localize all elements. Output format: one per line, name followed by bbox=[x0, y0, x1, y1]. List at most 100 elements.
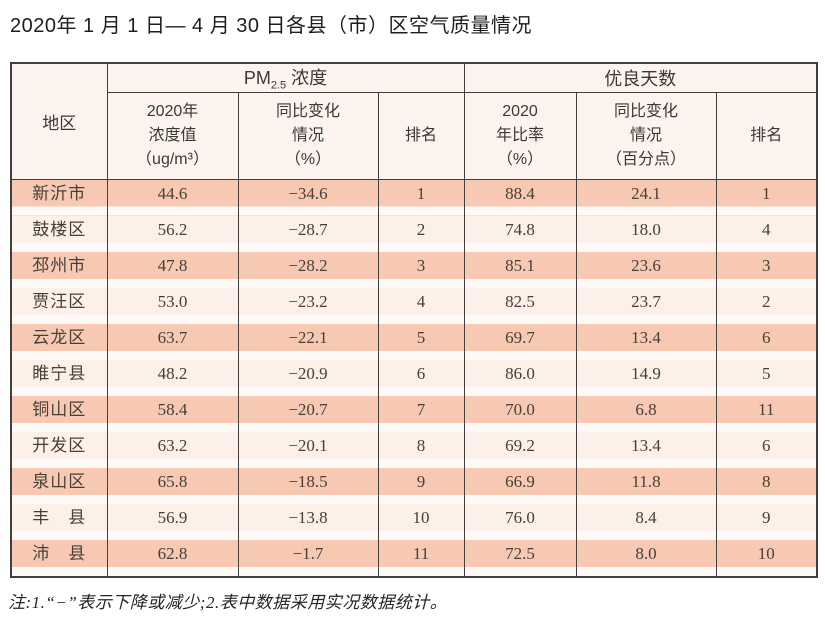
good-rank-cell: 6 bbox=[715, 323, 818, 360]
pm25-label-suffix: 浓度 bbox=[286, 68, 328, 88]
good-rank-cell: 8 bbox=[715, 467, 818, 504]
air-quality-table: 地区 PM2.5 浓度 优良天数 2020年 浓度值 （ug/m³） 同比变化 … bbox=[10, 62, 819, 578]
pm-change-cell: −22.1 bbox=[237, 323, 378, 360]
pm-rank-cell: 4 bbox=[377, 287, 465, 324]
region-cell: 新沂市 bbox=[11, 179, 107, 216]
col-header-good-rate: 2020 年比率 （%） bbox=[463, 92, 577, 180]
region-cell: 开发区 bbox=[11, 431, 107, 468]
col-header-good-rank: 排名 bbox=[715, 92, 818, 180]
good-rate-cell: 72.5 bbox=[463, 539, 577, 577]
pm-rank-cell: 10 bbox=[377, 503, 465, 540]
good-rank-cell: 11 bbox=[715, 395, 818, 432]
col-group-pm25: PM2.5 浓度 bbox=[106, 63, 465, 93]
good-rate-cell: 66.9 bbox=[463, 467, 577, 504]
col-header-good-change: 同比变化 情况 （百分点） bbox=[575, 92, 717, 180]
pm-change-cell: −13.8 bbox=[237, 503, 378, 540]
pm25-label-subscript: 2.5 bbox=[270, 79, 287, 92]
col-header-region: 地区 bbox=[11, 63, 107, 180]
pm-value-cell: 56.9 bbox=[106, 503, 238, 540]
pm-change-cell: −1.7 bbox=[237, 539, 378, 577]
pm-value-cell: 63.2 bbox=[106, 431, 238, 468]
region-cell: 泉山区 bbox=[11, 467, 107, 504]
good-rate-cell: 86.0 bbox=[463, 359, 577, 396]
region-cell: 鼓楼区 bbox=[11, 215, 107, 252]
region-cell: 铜山区 bbox=[11, 395, 107, 432]
region-cell: 丰 县 bbox=[11, 503, 107, 540]
pm-change-cell: −20.7 bbox=[237, 395, 378, 432]
table-header: 地区 PM2.5 浓度 优良天数 2020年 浓度值 （ug/m³） 同比变化 … bbox=[11, 63, 818, 180]
good-rate-cell: 74.8 bbox=[463, 215, 577, 252]
table-row: 新沂市 44.6 −34.6 1 88.4 24.1 1 bbox=[11, 179, 818, 216]
good-rank-cell: 2 bbox=[715, 287, 818, 324]
pm-rank-cell: 5 bbox=[377, 323, 465, 360]
good-rate-cell: 70.0 bbox=[463, 395, 577, 432]
pm-rank-cell: 11 bbox=[377, 539, 465, 577]
good-rate-cell: 76.0 bbox=[463, 503, 577, 540]
good-change-cell: 11.8 bbox=[575, 467, 717, 504]
good-change-cell: 24.1 bbox=[575, 179, 717, 216]
pm-value-cell: 53.0 bbox=[106, 287, 238, 324]
good-change-cell: 23.7 bbox=[575, 287, 717, 324]
col-header-pm-change: 同比变化 情况 （%） bbox=[237, 92, 378, 180]
good-change-cell: 23.6 bbox=[575, 251, 717, 288]
pm-rank-cell: 6 bbox=[377, 359, 465, 396]
region-cell: 云龙区 bbox=[11, 323, 107, 360]
pm-value-cell: 62.8 bbox=[106, 539, 238, 577]
pm-change-cell: −28.2 bbox=[237, 251, 378, 288]
good-rank-cell: 6 bbox=[715, 431, 818, 468]
pm-value-cell: 47.8 bbox=[106, 251, 238, 288]
region-cell: 贾汪区 bbox=[11, 287, 107, 324]
table-row: 沛 县 62.8 −1.7 11 72.5 8.0 10 bbox=[11, 539, 818, 577]
good-change-cell: 14.9 bbox=[575, 359, 717, 396]
col-header-pm-value: 2020年 浓度值 （ug/m³） bbox=[106, 92, 238, 180]
good-rank-cell: 9 bbox=[715, 503, 818, 540]
good-change-cell: 18.0 bbox=[575, 215, 717, 252]
pm-change-cell: −20.9 bbox=[237, 359, 378, 396]
good-change-cell: 8.0 bbox=[575, 539, 717, 577]
table-row: 睢宁县 48.2 −20.9 6 86.0 14.9 5 bbox=[11, 359, 818, 396]
table-body: 新沂市 44.6 −34.6 1 88.4 24.1 1 鼓楼区 56.2 −2… bbox=[11, 179, 818, 577]
table-row: 铜山区 58.4 −20.7 7 70.0 6.8 11 bbox=[11, 395, 818, 432]
pm-change-cell: −34.6 bbox=[237, 179, 378, 216]
table-row: 贾汪区 53.0 −23.2 4 82.5 23.7 2 bbox=[11, 287, 818, 324]
page-title: 2020年 1 月 1 日— 4 月 30 日各县（市）区空气质量情况 bbox=[10, 15, 533, 37]
pm-rank-cell: 7 bbox=[377, 395, 465, 432]
table-row: 丰 县 56.9 −13.8 10 76.0 8.4 9 bbox=[11, 503, 818, 540]
pm-change-cell: −20.1 bbox=[237, 431, 378, 468]
pm-rank-cell: 3 bbox=[377, 251, 465, 288]
good-rate-cell: 69.7 bbox=[463, 323, 577, 360]
pm-change-cell: −28.7 bbox=[237, 215, 378, 252]
region-cell: 邳州市 bbox=[11, 251, 107, 288]
pm-value-cell: 56.2 bbox=[106, 215, 238, 252]
table-row: 泉山区 65.8 −18.5 9 66.9 11.8 8 bbox=[11, 467, 818, 504]
table-row: 鼓楼区 56.2 −28.7 2 74.8 18.0 4 bbox=[11, 215, 818, 252]
group-header-row: 地区 PM2.5 浓度 优良天数 bbox=[11, 63, 818, 180]
pm-rank-cell: 2 bbox=[377, 215, 465, 252]
good-rank-cell: 3 bbox=[715, 251, 818, 288]
good-rate-cell: 85.1 bbox=[463, 251, 577, 288]
pm-rank-cell: 8 bbox=[377, 431, 465, 468]
good-rank-cell: 10 bbox=[715, 539, 818, 577]
pm-change-cell: −18.5 bbox=[237, 467, 378, 504]
col-header-pm-rank: 排名 bbox=[377, 92, 465, 180]
good-change-cell: 6.8 bbox=[575, 395, 717, 432]
pm-value-cell: 65.8 bbox=[106, 467, 238, 504]
good-change-cell: 8.4 bbox=[575, 503, 717, 540]
pm-rank-cell: 1 bbox=[377, 179, 465, 216]
good-change-cell: 13.4 bbox=[575, 431, 717, 468]
region-cell: 沛 县 bbox=[11, 539, 107, 577]
pm-value-cell: 58.4 bbox=[106, 395, 238, 432]
region-cell: 睢宁县 bbox=[11, 359, 107, 396]
good-rank-cell: 4 bbox=[715, 215, 818, 252]
table-row: 开发区 63.2 −20.1 8 69.2 13.4 6 bbox=[11, 431, 818, 468]
pm-value-cell: 44.6 bbox=[106, 179, 238, 216]
pm-change-cell: −23.2 bbox=[237, 287, 378, 324]
good-change-cell: 13.4 bbox=[575, 323, 717, 360]
footnote: 注:1.“−”表示下降或减少;2.表中数据采用实况数据统计。 bbox=[8, 593, 448, 612]
pm-value-cell: 63.7 bbox=[106, 323, 238, 360]
col-group-good-days: 优良天数 bbox=[463, 63, 818, 93]
good-rate-cell: 69.2 bbox=[463, 431, 577, 468]
pm-rank-cell: 9 bbox=[377, 467, 465, 504]
good-rate-cell: 82.5 bbox=[463, 287, 577, 324]
